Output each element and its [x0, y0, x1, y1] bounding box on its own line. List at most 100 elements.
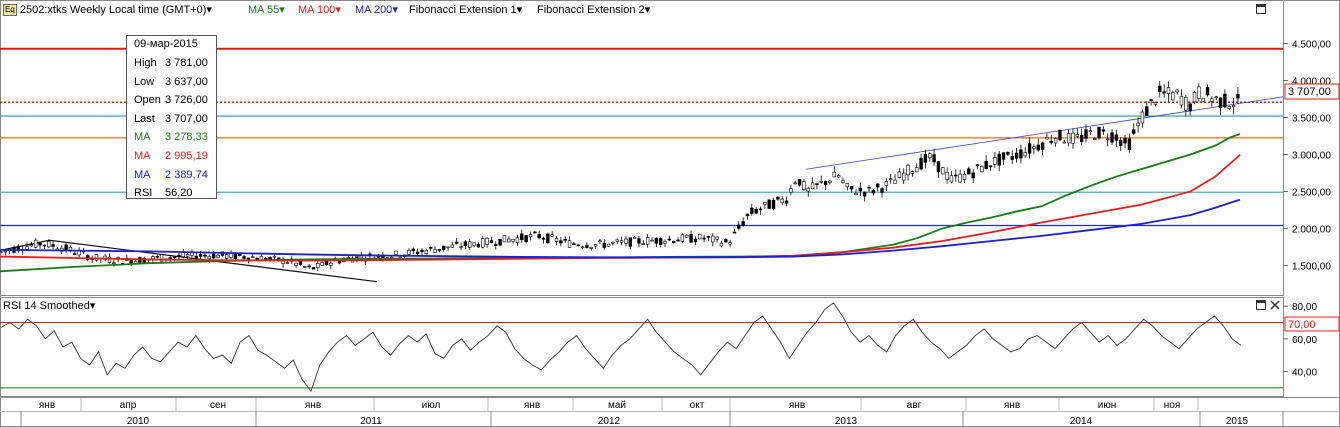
month-label: янв — [39, 400, 55, 411]
candle-body — [194, 255, 198, 260]
candle-body — [954, 174, 958, 177]
candle-body — [1218, 97, 1223, 109]
candle-body — [776, 196, 780, 200]
month-label: июл — [422, 400, 441, 411]
rsi-menu[interactable]: RSI 14 Smoothed▾ — [3, 299, 95, 312]
chevron-down-icon: ▾ — [392, 4, 398, 16]
candle-body — [1036, 144, 1040, 151]
ma55-menu[interactable]: MA 55▾ — [248, 3, 285, 16]
candle-body — [541, 237, 546, 240]
candle-body — [732, 231, 737, 234]
candle-body — [559, 240, 563, 244]
tooltip-key: Last — [134, 112, 155, 125]
candle-body — [919, 157, 923, 170]
candle-body — [73, 253, 77, 255]
candle-body — [750, 207, 754, 214]
tooltip-key: High — [134, 57, 157, 69]
candle-body — [888, 178, 893, 181]
fib-ext-2-menu[interactable]: Fibonacci Extension 2▾ — [537, 3, 650, 16]
data-tooltip: 09-мар-2015 High 3 781,00 Low 3 637,00 Open 3… — [126, 35, 217, 199]
chevron-down-icon: ▾ — [644, 4, 651, 16]
rsi-title: RSI 14 Smoothed — [3, 300, 90, 312]
rsi-close-icon[interactable] — [1270, 300, 1280, 310]
candle-body — [320, 261, 324, 266]
tooltip-value: 3 781,00 — [165, 57, 208, 69]
candle-body — [698, 234, 702, 240]
candle-body — [1192, 92, 1197, 103]
candle-body — [251, 256, 255, 258]
candle-body — [958, 173, 962, 183]
candle-body — [159, 254, 164, 262]
candle-body — [1197, 86, 1201, 99]
candle-body — [1045, 137, 1049, 140]
rsi-maximize-icon[interactable] — [1256, 300, 1266, 310]
rsi-axis: 40,00 60,00 80,00 — [1283, 302, 1317, 379]
candle-body — [94, 254, 99, 261]
candle-body — [819, 180, 823, 183]
candle-body — [1210, 98, 1214, 102]
candle-body — [1145, 106, 1149, 116]
candle-body — [1166, 87, 1171, 95]
candle-body — [172, 256, 177, 258]
candle-body — [34, 239, 38, 248]
candle-body — [446, 246, 450, 249]
candle-body — [311, 267, 316, 270]
candle-body — [233, 253, 238, 260]
candle-body — [619, 240, 624, 243]
candle-body — [975, 164, 980, 167]
candle-body — [572, 243, 576, 246]
candle-body — [168, 257, 172, 259]
candle-body — [454, 241, 459, 244]
candle-body — [1092, 138, 1097, 140]
candle-body — [867, 186, 871, 189]
candle-body — [997, 153, 1001, 166]
candle-body — [1223, 93, 1227, 108]
candle-body — [845, 183, 850, 188]
fib-ext-1-menu[interactable]: Fibonacci Extension 1▾ — [409, 3, 522, 16]
candle-body — [858, 187, 863, 192]
symbol-menu[interactable]: Eq 2502:xtks Weekly Local time (GMT+0)▾ — [3, 3, 212, 16]
candle-body — [628, 237, 633, 247]
ma55-label: MA 55 — [248, 4, 280, 16]
candle-body — [507, 238, 511, 243]
ma-line — [0, 133, 1241, 273]
candle-body — [1123, 137, 1127, 144]
rsi-level-box — [1284, 316, 1340, 332]
month-label: июн — [1098, 400, 1117, 411]
candle-body — [949, 175, 954, 183]
year-label: 2013 — [835, 416, 858, 427]
ma100-label: MA 100 — [298, 4, 336, 16]
candle-body — [810, 182, 815, 190]
candle-body — [181, 252, 185, 258]
ma200-menu[interactable]: MA 200▾ — [355, 3, 398, 16]
candle-body — [107, 256, 112, 263]
candle-body — [394, 250, 398, 255]
candle-body — [576, 244, 580, 247]
candle-body — [420, 249, 424, 252]
candle-body — [984, 160, 988, 169]
candle-body — [185, 254, 190, 257]
candle-body — [624, 238, 628, 244]
fib-ext-1-label: Fibonacci Extension 1 — [409, 4, 517, 16]
candle-body — [42, 244, 47, 247]
maximize-icon[interactable] — [1256, 4, 1266, 14]
candle-body — [1049, 140, 1053, 143]
candle-body — [524, 235, 528, 243]
tooltip-value: 3 726,00 — [165, 94, 208, 107]
candle-body — [862, 191, 867, 197]
candle-body — [1053, 138, 1058, 144]
candle-body — [211, 253, 216, 259]
candle-body — [1006, 151, 1010, 155]
chevron-down-icon: ▾ — [89, 300, 96, 312]
candle-body — [198, 253, 203, 257]
candle-body — [329, 262, 333, 266]
candle-body — [1153, 102, 1158, 105]
candle-body — [1184, 97, 1188, 111]
candle-body — [502, 235, 507, 243]
candle-body — [433, 249, 437, 253]
ma100-menu[interactable]: MA 100▾ — [298, 3, 341, 16]
candle-body — [38, 242, 42, 246]
candle-body — [1201, 97, 1205, 102]
candle-body — [47, 240, 51, 248]
candle-body — [993, 157, 997, 165]
